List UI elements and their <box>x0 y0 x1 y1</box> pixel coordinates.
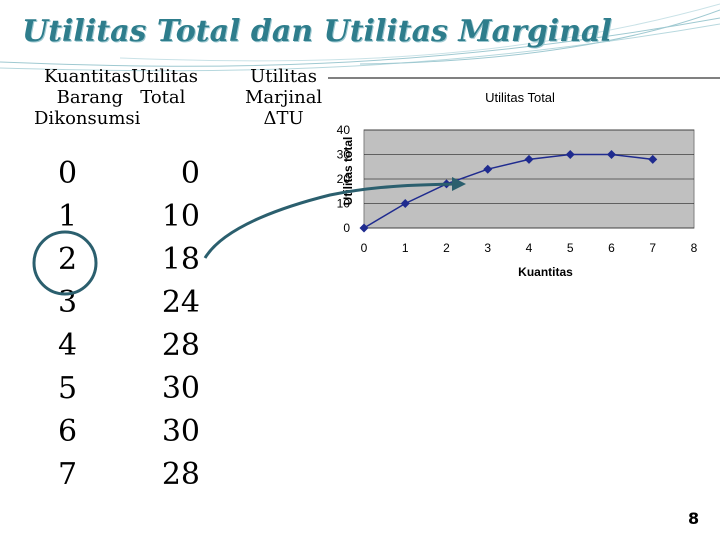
x-tick-label: 6 <box>608 241 615 255</box>
y-axis-label: Utilitas total <box>341 137 355 206</box>
total-cell: 30 <box>161 371 200 406</box>
quantity-column: 0 1 2 3 4 5 6 7 <box>58 152 98 496</box>
table-header-quantity-total: KuantitasUtilitas Barang Total Dikonsums… <box>34 66 198 129</box>
page-number: 8 <box>688 509 700 528</box>
x-tick-label: 5 <box>567 241 574 255</box>
data-point-marker <box>483 164 493 174</box>
total-cell: 28 <box>161 457 200 492</box>
x-axis-label: Kuantitas <box>518 265 573 279</box>
quantity-cell: 7 <box>58 457 78 492</box>
header-quantity-line3: Dikonsumsi <box>34 108 141 129</box>
header-marginal-line3: ΔTU <box>263 108 304 129</box>
quantity-cell: 4 <box>58 328 78 363</box>
total-cell: 28 <box>161 328 200 363</box>
table-header-marginal: Utilitas Marjinal ΔTU <box>245 66 322 129</box>
quantity-cell: 5 <box>58 371 78 406</box>
quantity-cell: 2 <box>58 242 78 277</box>
x-tick-label: 2 <box>443 241 450 255</box>
total-cell: 0 <box>180 156 200 191</box>
y-tick-label: 0 <box>343 221 350 235</box>
header-total-line1: Utilitas <box>131 66 199 87</box>
header-quantity-line1: Kuantitas <box>44 66 132 87</box>
header-marginal-line2: Marjinal <box>245 87 323 108</box>
y-tick-label: 40 <box>337 123 351 137</box>
x-tick-label: 1 <box>402 241 409 255</box>
quantity-cell: 6 <box>58 414 78 449</box>
x-tick-label: 3 <box>484 241 491 255</box>
quantity-cell: 1 <box>58 199 78 234</box>
y-tick-label: 30 <box>337 148 351 162</box>
total-cell: 18 <box>161 242 200 277</box>
total-cell: 24 <box>161 285 200 320</box>
chart-title: Utilitas Total <box>485 90 555 105</box>
header-marginal-line1: Utilitas <box>250 66 318 87</box>
total-cell: 10 <box>161 199 200 234</box>
data-point-marker <box>607 150 616 159</box>
quantity-cell: 3 <box>58 285 78 320</box>
data-point-marker <box>524 154 534 164</box>
x-tick-label: 0 <box>361 241 368 255</box>
x-tick-label: 7 <box>649 241 656 255</box>
x-tick-label: 8 <box>691 241 698 255</box>
header-line: Barang Total <box>44 87 198 108</box>
data-point-marker <box>565 150 575 159</box>
header-line: Dikonsumsi <box>34 108 198 129</box>
total-cell: 30 <box>161 414 200 449</box>
y-tick-label: 20 <box>337 172 351 186</box>
x-tick-label: 4 <box>526 241 533 255</box>
title-decoration <box>0 3 720 72</box>
slide-title: Utilitas Total dan Utilitas Marginal <box>22 14 612 49</box>
quantity-cell: 0 <box>58 156 78 191</box>
total-utility-column: 0 10 18 24 28 30 30 28 <box>140 152 200 496</box>
header-line: KuantitasUtilitas <box>44 66 198 87</box>
header-total-line2: Total <box>140 87 186 108</box>
header-quantity-line2: Barang <box>56 87 124 108</box>
data-point-marker <box>648 154 658 164</box>
